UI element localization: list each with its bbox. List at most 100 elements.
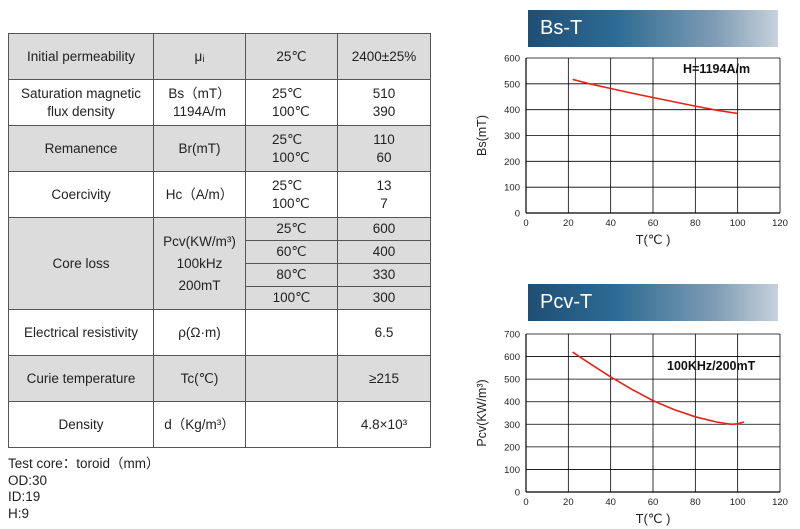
condition-cell: 60℃ — [245, 240, 338, 264]
table-row: Density d（Kg/m³） 4.8×10³ — [8, 401, 431, 448]
condition-cell — [245, 401, 338, 448]
symbol-cell: Br(mT) — [153, 125, 246, 172]
test-core-h: H:9 — [8, 505, 30, 521]
y-tick-label: 700 — [504, 330, 520, 341]
value-cell: 6.5 — [337, 309, 431, 356]
test-core-id: ID:19 — [8, 489, 41, 504]
x-tick-label: 0 — [523, 218, 528, 229]
condition-cell — [245, 355, 338, 402]
condition-cell: 25℃ 100℃ — [245, 171, 338, 218]
symbol-cell: Hc（A/m） — [153, 171, 246, 218]
property-cell: Electrical resistivity — [8, 309, 154, 356]
y-axis-label: Bs(mT) — [475, 115, 489, 156]
symbol-cell: Bs（mT） 1194A/m — [153, 79, 246, 126]
value-cell: 2400±25% — [337, 33, 431, 80]
x-tick-label: 80 — [690, 497, 701, 508]
y-tick-label: 400 — [504, 105, 520, 116]
condition-cell: 25℃ 100℃ — [245, 125, 338, 172]
property-cell: Curie temperature — [8, 355, 154, 402]
property-cell: Coercivity — [8, 171, 154, 218]
value-line: 13 — [376, 177, 392, 193]
x-tick-label: 80 — [690, 218, 701, 229]
symbol-line: Bs（mT） — [168, 85, 231, 101]
condition-line: 100℃ — [272, 149, 310, 165]
value-cell: 110 60 — [337, 125, 431, 172]
property-cell: Remanence — [8, 125, 154, 172]
x-tick-label: 60 — [648, 497, 659, 508]
x-tick-label: 0 — [523, 497, 528, 508]
table-row: Curie temperature Tc(℃) ≥215 — [8, 355, 431, 402]
condition-cell: 25℃ 100℃ — [245, 79, 338, 126]
pcv-t-title: Pcv-T — [540, 291, 593, 313]
test-core-od: OD:30 — [8, 472, 48, 488]
value-line: 60 — [376, 149, 392, 165]
table-row: 80℃ 330 — [9, 263, 431, 287]
value-line: 510 — [372, 85, 396, 101]
symbol-line: 200mT — [178, 277, 221, 293]
condition-cell: 25℃ — [245, 217, 338, 241]
x-tick-label: 60 — [648, 218, 659, 229]
condition-cell: 80℃ — [245, 263, 338, 287]
y-tick-label: 0 — [515, 488, 520, 499]
condition-line: 25℃ — [272, 131, 303, 147]
x-tick-label: 100 — [730, 218, 746, 229]
x-tick-label: 120 — [772, 218, 788, 229]
table-row: Saturation magnetic flux density Bs（mT） … — [8, 79, 431, 126]
test-core-notes: Test core：toroid（mm） OD:30 ID:19 H:9 — [8, 456, 160, 522]
value-cell: 600 — [337, 217, 431, 241]
y-tick-label: 500 — [504, 375, 520, 386]
condition-line: 25℃ — [272, 85, 303, 101]
y-tick-label: 100 — [504, 183, 520, 194]
y-tick-label: 300 — [504, 131, 520, 142]
y-tick-label: 300 — [504, 420, 520, 431]
pcv-t-banner: Pcv-T — [528, 284, 778, 321]
symbol-cell: ρ(Ω·m) — [153, 309, 246, 356]
value-line: 7 — [380, 195, 388, 211]
bs-t-banner: Bs-T — [528, 10, 778, 47]
condition-cell: 25℃ — [245, 33, 338, 80]
symbol-cell: Pcv(KW/m³) 100kHz 200mT — [153, 217, 246, 310]
value-cell: 330 — [337, 263, 431, 287]
property-cell: Core loss — [8, 217, 154, 310]
y-tick-label: 600 — [504, 54, 520, 65]
y-tick-label: 200 — [504, 157, 520, 168]
value-cell: 300 — [337, 286, 431, 310]
symbol-line: 100kHz — [176, 255, 223, 271]
symbol-cell: d（Kg/m³） — [153, 401, 246, 448]
chart-annotation: 100KHz/200mT — [667, 359, 756, 373]
x-tick-label: 40 — [605, 218, 616, 229]
condition-cell: 100℃ — [245, 286, 338, 310]
value-line: 390 — [372, 103, 396, 119]
table-row: Remanence Br(mT) 25℃ 100℃ 110 60 — [8, 125, 431, 172]
table-row: Electrical resistivity ρ(Ω·m) 6.5 — [8, 309, 431, 356]
value-cell: 4.8×10³ — [337, 401, 431, 448]
x-tick-label: 20 — [563, 218, 574, 229]
y-tick-label: 0 — [515, 209, 520, 220]
condition-line: 25℃ — [272, 177, 303, 193]
symbol-cell: μᵢ — [153, 33, 246, 80]
properties-table: Initial permeability μᵢ 25℃ 2400±25% Sat… — [8, 33, 431, 448]
pcv-t-chart: 0 20 40 60 80 100 120 0 100 200 300 400 500 600 700 T(℃… — [475, 330, 788, 527]
property-cell: Saturation magnetic flux density — [8, 79, 154, 126]
x-tick-label: 40 — [605, 497, 616, 508]
y-tick-label: 600 — [504, 352, 520, 363]
y-tick-label: 400 — [504, 397, 520, 408]
x-tick-label: 20 — [563, 497, 574, 508]
x-axis-label: T(℃ ) — [636, 232, 671, 247]
x-axis-label: T(℃ ) — [636, 511, 671, 526]
property-cell: Initial permeability — [8, 33, 154, 80]
value-line: 110 — [373, 131, 395, 147]
chart-annotation: H=1194A/m — [683, 62, 750, 76]
symbol-line: 1194A/m — [172, 103, 227, 119]
symbol-line: Pcv(KW/m³) — [163, 233, 236, 249]
table-row: Core loss Pcv(KW/m³) 100kHz 200mT 25℃ 60… — [8, 217, 431, 310]
y-tick-label: 200 — [504, 442, 520, 453]
series-line — [572, 78, 738, 115]
x-tick-label: 120 — [772, 497, 788, 508]
property-cell: Density — [8, 401, 154, 448]
y-tick-label: 500 — [504, 79, 520, 90]
table-row: Initial permeability μᵢ 25℃ 2400±25% — [8, 33, 431, 80]
bs-t-chart: 0 20 40 60 80 100 120 0 100 200 300 400 500 600 T(℃ ) B… — [475, 54, 788, 248]
condition-line: 100℃ — [272, 103, 310, 119]
symbol-cell: Tc(℃) — [153, 355, 246, 402]
